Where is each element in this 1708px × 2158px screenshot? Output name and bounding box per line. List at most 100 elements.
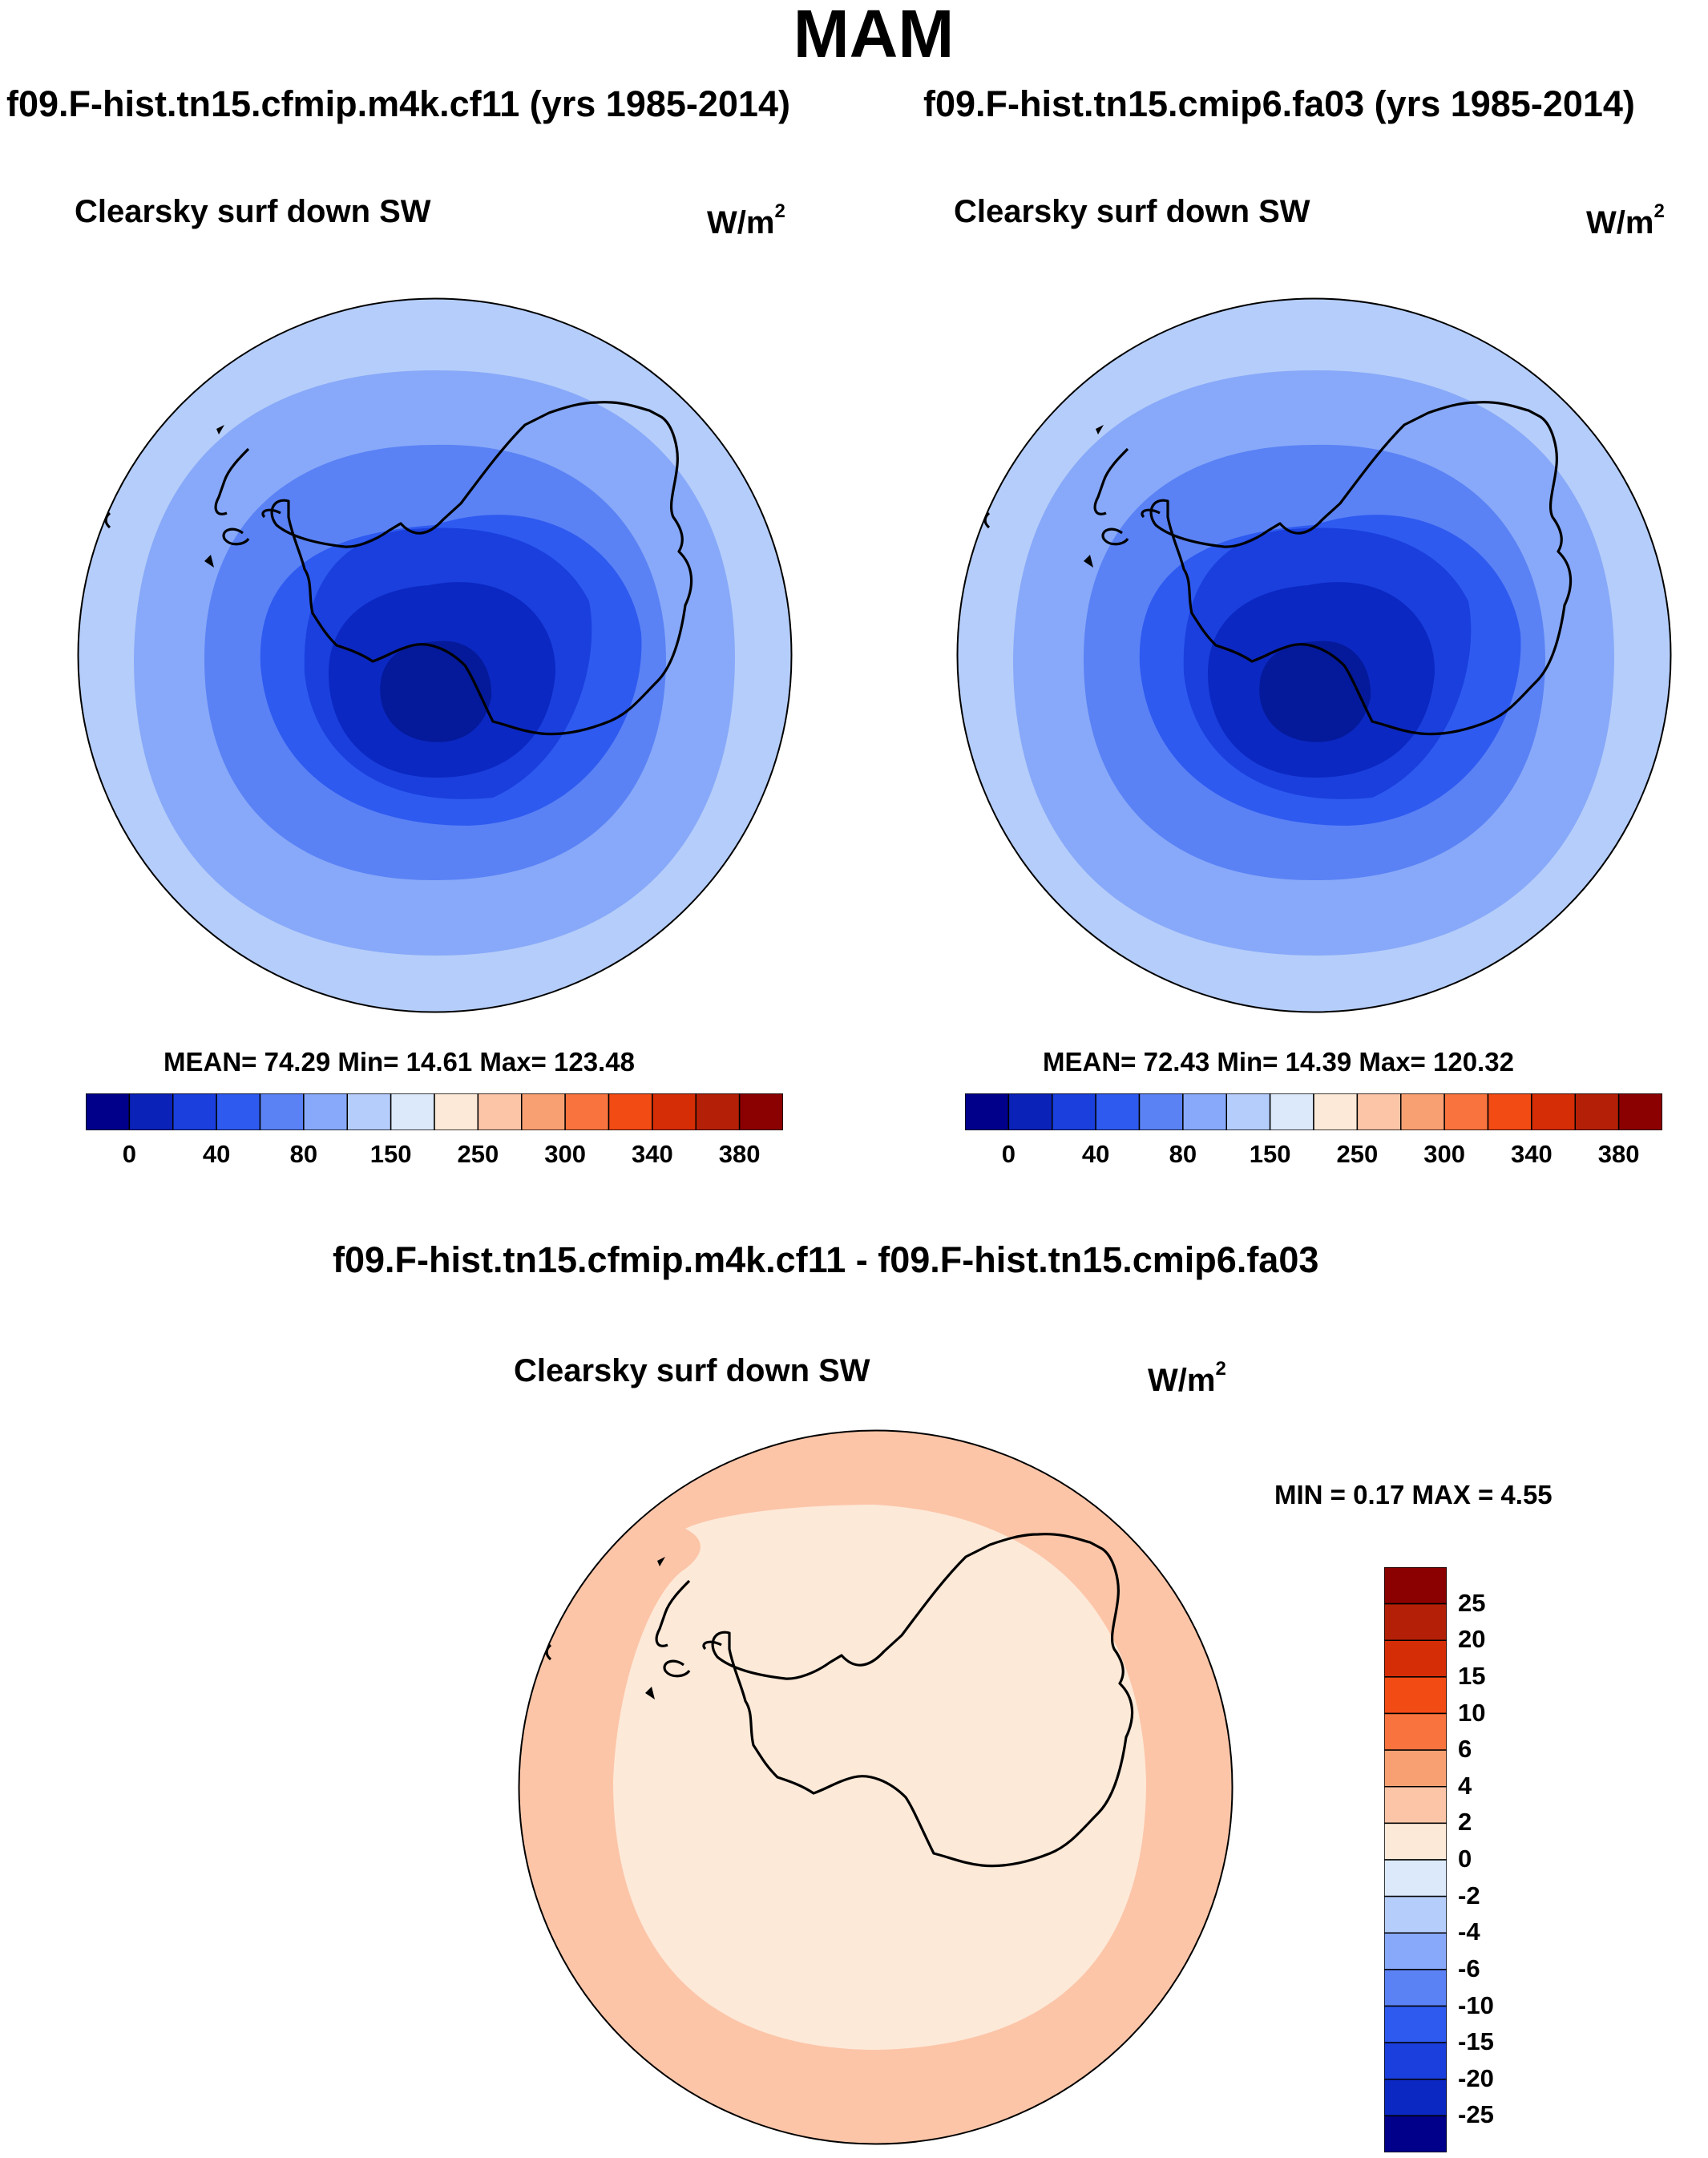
colorbar-tick-label: -6 [1458, 1954, 1480, 1982]
panel1-polar-map [77, 297, 793, 1013]
colorbar-swatch [1384, 1712, 1447, 1751]
colorbar-swatch [1182, 1093, 1227, 1130]
colorbar-tick-label: 150 [1249, 1140, 1291, 1168]
colorbar-tick-label: -4 [1458, 1918, 1480, 1946]
colorbar-tick-label: 0 [1001, 1140, 1016, 1168]
diff-variable-title: Clearsky surf down SW [514, 1353, 870, 1388]
panel2-case-title: f09.F-hist.tn15.cmip6.fa03 (yrs 1985-201… [923, 83, 1635, 124]
colorbar-tick-label: 6 [1458, 1735, 1472, 1764]
colorbar-swatch [1313, 1093, 1359, 1130]
colorbar-tick-label: 10 [1458, 1698, 1486, 1727]
colorbar-swatch [1095, 1093, 1141, 1130]
colorbar-swatch [652, 1093, 697, 1130]
colorbar-swatch [86, 1093, 131, 1130]
colorbar-swatch [1384, 1567, 1447, 1605]
coastline-fragment [545, 1643, 552, 1661]
colorbar-tick-label: 300 [544, 1140, 586, 1168]
colorbar-swatch [1384, 1969, 1447, 2007]
colorbar-swatch [695, 1093, 741, 1130]
island [657, 1557, 665, 1566]
contour-band [1259, 641, 1371, 742]
colorbar-swatch [1384, 1786, 1447, 1825]
colorbar-tick-label: 380 [1597, 1140, 1640, 1168]
colorbar-swatch [346, 1093, 392, 1130]
colorbar-swatch [434, 1093, 479, 1130]
colorbar-swatch [1384, 1895, 1447, 1934]
colorbar-swatch [1007, 1093, 1053, 1130]
colorbar-swatch [1269, 1093, 1314, 1130]
colorbar-tick-label: -20 [1458, 2063, 1494, 2092]
colorbar-tick-label: 340 [632, 1140, 673, 1168]
colorbar-swatch [1384, 1602, 1447, 1641]
diff-polar-map [518, 1429, 1234, 2145]
colorbar-swatch [1574, 1093, 1620, 1130]
colorbar-swatch [1356, 1093, 1402, 1130]
contour-band [613, 1505, 1146, 2050]
colorbar-tick-label: 0 [1458, 1845, 1472, 1873]
colorbar-swatch [216, 1093, 261, 1130]
antarctica-coastline [983, 401, 1573, 736]
panel2-colorbar [965, 1093, 1662, 1130]
coastline-fragment [104, 511, 111, 529]
colorbar-tick-label: 150 [369, 1140, 412, 1168]
contour-band [380, 641, 492, 742]
diff-colorbar [1384, 1567, 1447, 2152]
panel1-unit: W/m2 [707, 200, 785, 240]
colorbar-swatch [564, 1093, 610, 1130]
island [1096, 425, 1104, 434]
colorbar-tick-label: 40 [1081, 1140, 1110, 1168]
panel2-unit: W/m2 [1586, 200, 1665, 240]
colorbar-tick-label: -10 [1458, 1990, 1494, 2019]
colorbar-swatch [1384, 2005, 1447, 2043]
panel2-polar-map [956, 297, 1672, 1013]
colorbar-swatch [1384, 2042, 1447, 2080]
colorbar-swatch [259, 1093, 305, 1130]
colorbar-swatch [965, 1093, 1010, 1130]
map-boundary [518, 1429, 1234, 2145]
colorbar-swatch [477, 1093, 523, 1130]
antarctica-coastline [104, 401, 693, 736]
colorbar-swatch [1052, 1093, 1096, 1130]
colorbar-swatch [608, 1093, 653, 1130]
island [645, 1687, 655, 1699]
panel2-stats: MEAN= 72.43 Min= 14.39 Max= 120.32 [1043, 1047, 1514, 1077]
panel1-case-title: f09.F-hist.tn15.cfmip.m4k.cf11 (yrs 1985… [6, 83, 790, 124]
colorbar-swatch [521, 1093, 566, 1130]
colorbar-swatch [1617, 1093, 1662, 1130]
colorbar-swatch [1531, 1093, 1576, 1130]
colorbar-tick-label: 4 [1458, 1771, 1472, 1800]
antarctica-coastline [545, 1533, 1134, 1868]
colorbar-swatch [1384, 1749, 1447, 1788]
colorbar-tick-label: 15 [1458, 1661, 1486, 1690]
colorbar-swatch [1384, 2079, 1447, 2117]
diff-title: f09.F-hist.tn15.cfmip.m4k.cf11 - f09.F-h… [333, 1239, 1319, 1280]
colorbar-swatch [1138, 1093, 1184, 1130]
colorbar-tick-label: -2 [1458, 1881, 1480, 1909]
colorbar-tick-label: 250 [1336, 1140, 1379, 1168]
colorbar-tick-label: 80 [289, 1140, 318, 1168]
colorbar-tick-label: 25 [1458, 1588, 1486, 1617]
colorbar-tick-label: -25 [1458, 2100, 1494, 2129]
diff-minmax: MIN = 0.17 MAX = 4.55 [1274, 1480, 1553, 1509]
colorbar-swatch [128, 1093, 174, 1130]
colorbar-swatch [738, 1093, 783, 1130]
colorbar-tick-label: 380 [718, 1140, 761, 1168]
colorbar-tick-label: 2 [1458, 1808, 1472, 1837]
colorbar-tick-label: 80 [1169, 1140, 1197, 1168]
colorbar-swatch [1225, 1093, 1271, 1130]
panel2-variable-title: Clearsky surf down SW [954, 194, 1310, 229]
map-boundary [956, 297, 1672, 1013]
figure-title: MAM [793, 0, 955, 71]
colorbar-swatch [1444, 1093, 1489, 1130]
colorbar-tick-label: 0 [122, 1140, 136, 1168]
colorbar-tick-label: -15 [1458, 2027, 1494, 2056]
island [216, 425, 224, 434]
island [204, 555, 214, 568]
colorbar-swatch [172, 1093, 217, 1130]
island [1084, 555, 1093, 568]
colorbar-tick-label: 250 [457, 1140, 499, 1168]
coastline-fragment [983, 511, 991, 529]
colorbar-swatch [1384, 2115, 1447, 2152]
colorbar-tick-label: 40 [202, 1140, 231, 1168]
colorbar-tick-label: 340 [1511, 1140, 1553, 1168]
